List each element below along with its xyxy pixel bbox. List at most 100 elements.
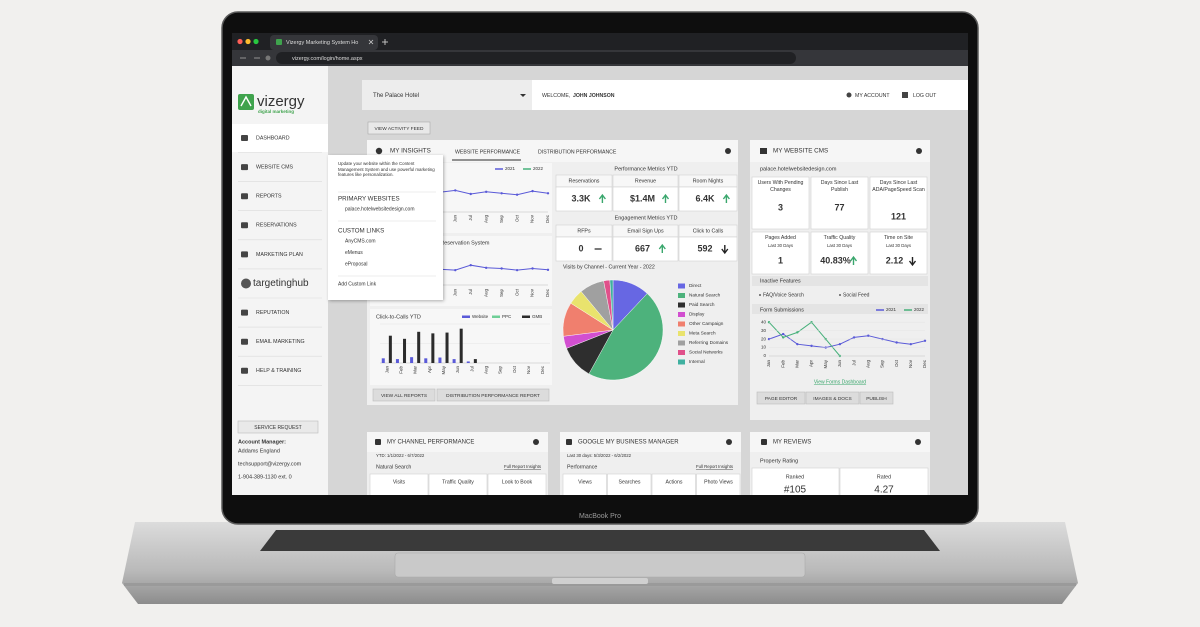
link[interactable]: View Forms Dashboard [814, 379, 866, 385]
notch [552, 578, 648, 584]
site-url[interactable]: palace.hotelwebsitedesign.com [760, 166, 837, 172]
service-request-button[interactable] [237, 420, 319, 434]
legend-label: Internal [689, 359, 705, 364]
dropdown-caret [520, 94, 526, 97]
log-out[interactable]: LOG OUT [913, 93, 937, 99]
bar [403, 338, 407, 363]
property-name[interactable]: The Palace Hotel [373, 93, 419, 99]
bar [381, 358, 385, 363]
y-tick-label: 30 [761, 328, 767, 333]
property-select[interactable] [362, 80, 532, 110]
button[interactable] [859, 391, 894, 405]
metric-cell [651, 473, 696, 495]
point [867, 334, 870, 337]
bar [431, 333, 435, 363]
metric-label: Room Nights [693, 178, 724, 184]
legend-swatch [678, 312, 685, 317]
x-tick-label: Jul [468, 289, 473, 295]
button[interactable] [372, 388, 436, 402]
point [781, 332, 785, 336]
x-tick-label: Oct [514, 214, 519, 222]
section-title: Performance Metrics YTD [614, 166, 677, 172]
x-tick-label: Sep [499, 215, 504, 224]
x-tick-label: Sep [499, 289, 504, 298]
popup-heading: PRIMARY WEBSITES [338, 196, 400, 203]
metric-cell [607, 473, 652, 495]
info-icon [915, 439, 921, 445]
stat-label: Users With Pending Changes [757, 180, 804, 193]
popup-link[interactable]: Add Custom Link [338, 281, 377, 287]
metric-value: $1.4M [630, 193, 655, 203]
x-tick-label: Dec [540, 365, 545, 374]
stat-cell [810, 176, 869, 230]
stat-sublabel: Last 30 Days [826, 243, 853, 248]
panel-icon [375, 439, 381, 445]
point [546, 192, 550, 195]
point [484, 266, 488, 270]
line [768, 333, 926, 349]
metric-cell [562, 473, 607, 495]
x-tick-label: May [823, 359, 828, 368]
activity-feed-button[interactable] [367, 121, 431, 135]
panel-header [750, 140, 930, 162]
section-title: Inactive Features [760, 278, 801, 284]
button-label[interactable]: DISTRIBUTION PERFORMANCE REPORT [446, 393, 540, 399]
panel-header [750, 432, 930, 452]
button-label[interactable]: SERVICE REQUEST [254, 425, 301, 431]
button-label[interactable]: VIEW ACTIVITY FEED [375, 126, 424, 132]
metric-cell [678, 236, 738, 262]
nav-item[interactable]: HELP & TRAINING [256, 368, 301, 374]
nav-item[interactable]: MARKETING PLAN [256, 252, 303, 258]
point [531, 189, 534, 193]
stat-value: 40.83% [820, 255, 851, 265]
nav-item[interactable]: EMAIL MARKETING [256, 339, 305, 345]
x-tick-label: Apr [427, 366, 432, 374]
nav-icon [241, 309, 248, 316]
popup-link[interactable]: eMenus [345, 250, 363, 256]
stat-sublabel: Last 30 Days [768, 243, 793, 248]
my-account[interactable]: MY ACCOUNT [855, 93, 890, 99]
metric-label: Actions [665, 479, 682, 485]
x-tick-label: Nov [526, 365, 531, 374]
nav-icon [241, 135, 248, 141]
popup-link[interactable]: palace.hotelwebsitedesign.com [345, 206, 415, 212]
button-label[interactable]: PUBLISH [866, 396, 887, 402]
stat-label: Days Since Last ADA/PageSpeed Scan [872, 180, 925, 193]
legend-swatch [492, 315, 500, 318]
stat-value: 77 [834, 202, 844, 212]
metric-cell [487, 473, 547, 495]
link[interactable]: Full Report Insights [504, 464, 541, 469]
point [454, 268, 457, 272]
tab[interactable]: WEBSITE PERFORMANCE [455, 149, 521, 155]
metric-label: Click to Calls [693, 228, 724, 234]
legend-swatch [678, 283, 685, 289]
x-tick-label: Sep [880, 360, 885, 369]
nav-item[interactable]: WEBSITE CMS [256, 165, 294, 171]
panel-icon [761, 439, 767, 445]
point [469, 264, 472, 267]
button-label[interactable]: PAGE EDITOR [765, 396, 798, 402]
url-field[interactable] [276, 52, 796, 64]
stat-label: Days Since Last Publish [820, 180, 859, 193]
x-tick-label: Sep [498, 366, 503, 375]
button[interactable] [436, 388, 550, 402]
metric-cell [612, 236, 679, 262]
popup-link[interactable]: AnyCMS.com [345, 238, 376, 244]
button[interactable] [805, 391, 860, 405]
popup-link[interactable]: eProposal [345, 261, 368, 267]
nav-item[interactable]: DASHBOARD [256, 135, 290, 141]
tab[interactable]: DISTRIBUTION PERFORMANCE [538, 149, 617, 155]
bar [388, 335, 392, 363]
button-label[interactable]: IMAGES & DOCS [813, 396, 851, 402]
nav-item[interactable]: REPORTS [256, 194, 282, 200]
nav-item[interactable]: REPUTATION [256, 310, 290, 316]
browser-tab[interactable] [270, 35, 378, 50]
inactive-feature: FAQ/Voice Search [763, 292, 804, 298]
button[interactable] [756, 391, 806, 405]
point [810, 344, 813, 348]
nav-item[interactable]: RESERVATIONS [256, 223, 297, 229]
nav-item[interactable]: targetinghub [253, 278, 309, 289]
button-label[interactable]: VIEW ALL REPORTS [381, 393, 427, 399]
x-tick-label: Nov [908, 359, 913, 368]
link[interactable]: Full Report Insights [696, 464, 733, 469]
